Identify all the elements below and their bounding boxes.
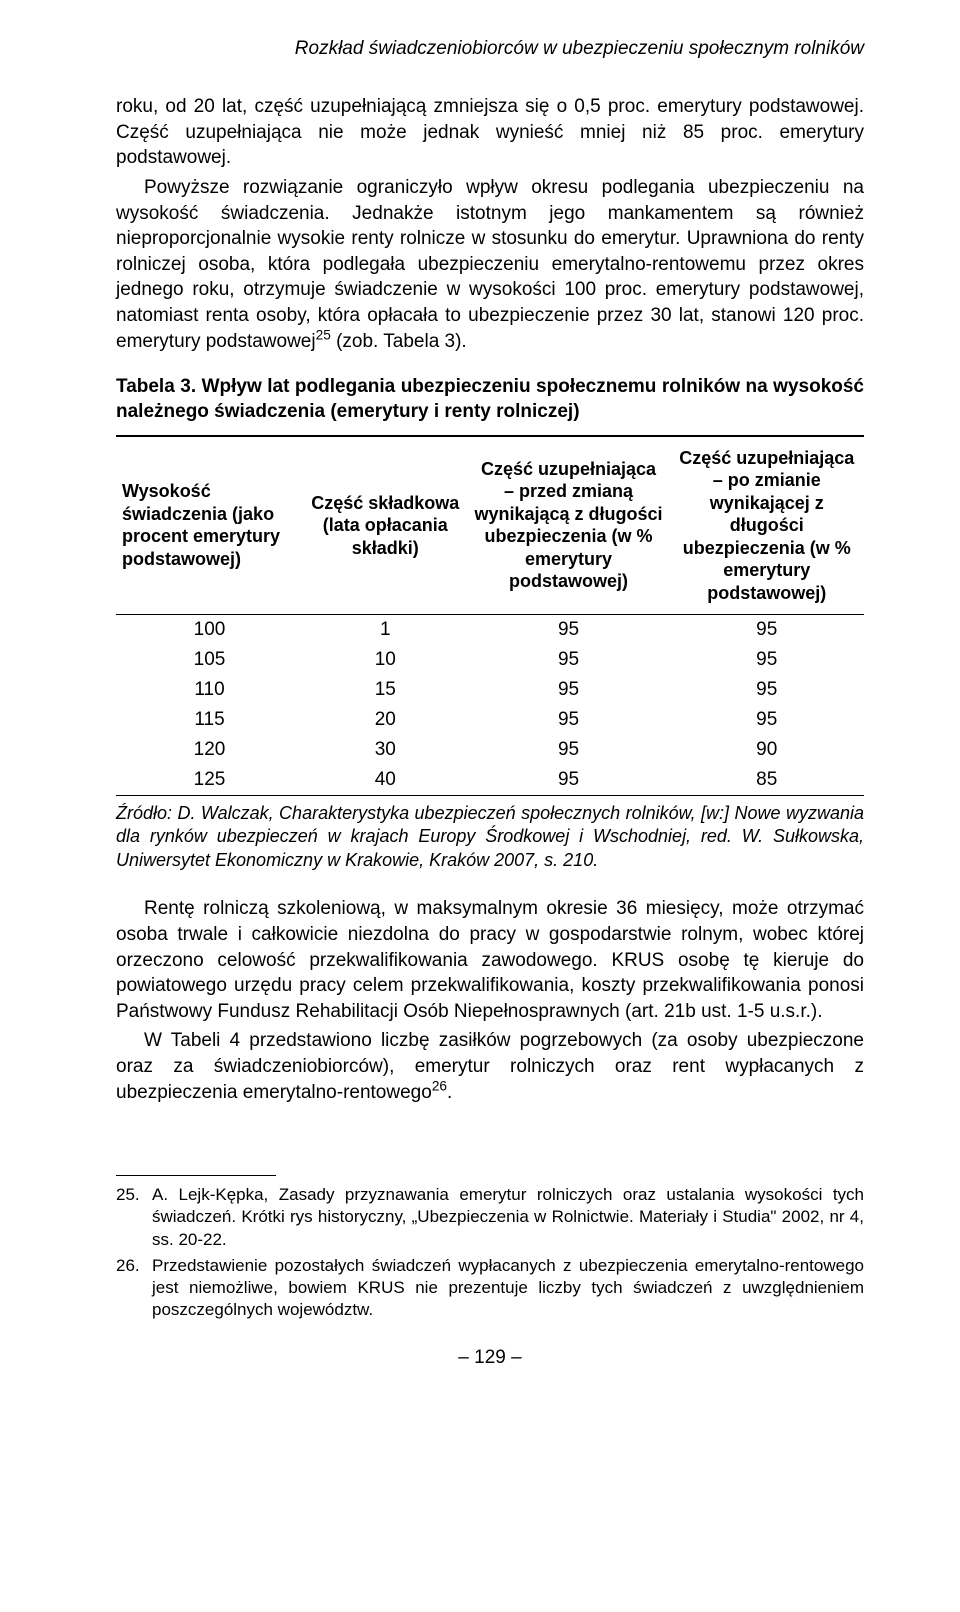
cell: 95 (670, 645, 865, 675)
paragraph-4-b: . (447, 1082, 452, 1103)
cell: 95 (670, 705, 865, 735)
running-head: Rozkład świadczeniobiorców w ubezpieczen… (116, 38, 864, 60)
paragraph-2: Powyższe rozwiązanie ograniczyło wpływ o… (116, 175, 864, 354)
paragraph-1: roku, od 20 lat, część uzupełniającą zmn… (116, 94, 864, 171)
cell: 1 (303, 615, 468, 646)
table-row: 110 15 95 95 (116, 675, 864, 705)
footnote-26-content: Przedstawienie pozostałych świadczeń wyp… (152, 1256, 864, 1319)
footnote-26: 26. Przedstawienie pozostałych świadczeń… (116, 1255, 864, 1321)
table-3-header-4: Część uzupełniająca – po zmianie wynikaj… (670, 436, 865, 615)
cell: 15 (303, 675, 468, 705)
footnote-25-text: A. Lejk-Kępka, Zasady przyznawania emery… (152, 1184, 864, 1250)
cell: 30 (303, 735, 468, 765)
paragraph-4-a: W Tabeli 4 przedstawiono liczbę zasiłków… (116, 1030, 864, 1102)
cell: 90 (670, 735, 865, 765)
cell: 120 (116, 735, 303, 765)
table-3-caption: Tabela 3. Wpływ lat podlegania ubezpiecz… (116, 374, 864, 424)
cell: 95 (468, 765, 670, 796)
cell: 40 (303, 765, 468, 796)
cell: 95 (468, 735, 670, 765)
cell: 105 (116, 645, 303, 675)
cell: 115 (116, 705, 303, 735)
table-row: 115 20 95 95 (116, 705, 864, 735)
table-3-header-2: Część składkowa (lata opłacania składki) (303, 436, 468, 615)
cell: 95 (670, 615, 865, 646)
footnote-26-text: Przedstawienie pozostałych świadczeń wyp… (152, 1255, 864, 1321)
paragraph-2-a: Powyższe rozwiązanie ograniczyło wpływ o… (116, 177, 864, 352)
table-3: Wysokość świadczenia (jako procent emery… (116, 435, 864, 797)
paragraph-4: W Tabeli 4 przedstawiono liczbę zasiłków… (116, 1028, 864, 1105)
footnote-rule (116, 1175, 276, 1176)
table-row: 105 10 95 95 (116, 645, 864, 675)
cell: 95 (468, 645, 670, 675)
footnote-ref-25: 25 (316, 327, 331, 342)
cell: 10 (303, 645, 468, 675)
cell: 20 (303, 705, 468, 735)
cell: 125 (116, 765, 303, 796)
cell: 100 (116, 615, 303, 646)
cell: 85 (670, 765, 865, 796)
cell: 110 (116, 675, 303, 705)
footnote-25-num: 25. (116, 1184, 152, 1250)
cell: 95 (670, 675, 865, 705)
page-number: – 129 – (116, 1347, 864, 1369)
paragraph-2-b: (zob. Tabela 3). (331, 331, 467, 352)
table-3-header-row: Wysokość świadczenia (jako procent emery… (116, 436, 864, 615)
table-row: 120 30 95 90 (116, 735, 864, 765)
footnote-25: 25. A. Lejk-Kępka, Zasady przyznawania e… (116, 1184, 864, 1250)
cell: 95 (468, 705, 670, 735)
table-3-source: Źródło: D. Walczak, Charakterystyka ubez… (116, 802, 864, 872)
footnote-25-content: A. Lejk-Kępka, Zasady przyznawania emery… (152, 1185, 864, 1248)
table-3-header-1: Wysokość świadczenia (jako procent emery… (116, 436, 303, 615)
cell: 95 (468, 675, 670, 705)
table-row: 125 40 95 85 (116, 765, 864, 796)
page-container: Rozkład świadczeniobiorców w ubezpieczen… (0, 0, 960, 1409)
table-3-header-3: Część uzupełniająca – przed zmianą wynik… (468, 436, 670, 615)
paragraph-3: Rentę rolniczą szkoleniową, w maksymalny… (116, 896, 864, 1024)
footnote-26-num: 26. (116, 1255, 152, 1321)
cell: 95 (468, 615, 670, 646)
table-row: 100 1 95 95 (116, 615, 864, 646)
footnote-ref-26: 26 (432, 1078, 447, 1093)
